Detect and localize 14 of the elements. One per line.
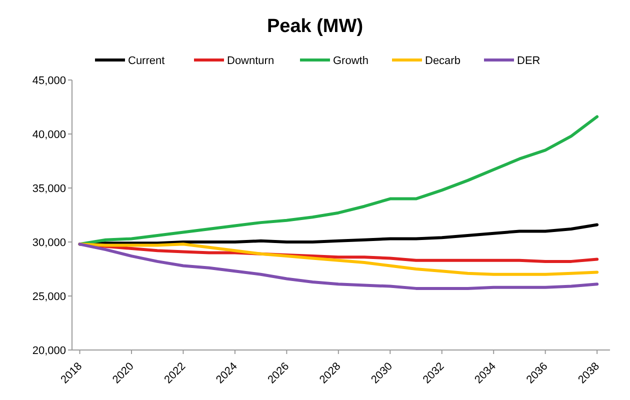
legend-label: Downturn — [227, 54, 274, 67]
line-series — [78, 242, 599, 290]
legend-label: DER — [517, 54, 540, 67]
legend-label: Decarb — [425, 54, 460, 67]
y-tick-label: 25,000 — [32, 290, 66, 303]
legend-label: Growth — [333, 54, 368, 67]
y-tick-label: 45,000 — [32, 74, 66, 87]
y-tick-label: 40,000 — [32, 128, 66, 141]
y-tick-label: 35,000 — [32, 182, 66, 195]
y-tick-label: 30,000 — [32, 236, 66, 249]
chart-title: Peak (MW) — [266, 16, 364, 37]
y-tick-label: 20,000 — [32, 344, 66, 357]
line-series — [78, 242, 599, 276]
legend-label: Current — [128, 54, 165, 67]
